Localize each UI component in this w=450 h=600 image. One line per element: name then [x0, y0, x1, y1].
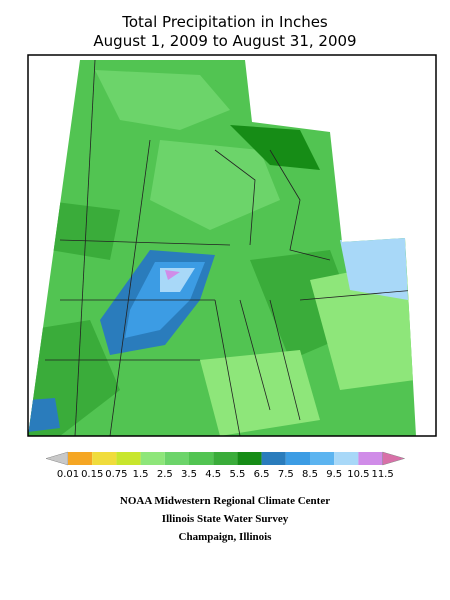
legend-label: 5.5	[229, 469, 245, 480]
legend-label: 6.5	[254, 469, 270, 480]
legend-label: 4.5	[205, 469, 221, 480]
legend-swatch	[92, 452, 117, 465]
legend-label: 9.5	[326, 469, 342, 480]
legend-swatch	[164, 452, 189, 465]
legend-label: 10.5	[347, 469, 369, 480]
legend-label: 0.75	[105, 469, 127, 480]
credit: Champaign, Illinois	[179, 531, 273, 543]
legend-swatch	[189, 452, 214, 465]
legend-below	[45, 451, 69, 466]
legend-label: 8.5	[302, 469, 318, 480]
title: Total Precipitation in Inches	[121, 13, 328, 31]
legend-above	[382, 451, 406, 466]
map-frame	[27, 54, 437, 437]
legend-swatch	[68, 452, 93, 465]
legend-label: 0.01	[57, 469, 79, 480]
legend-label: 3.5	[181, 469, 197, 480]
legend-swatch	[116, 452, 141, 465]
legend-swatch	[334, 452, 359, 465]
legend-swatch	[261, 452, 286, 465]
legend-label: 0.15	[81, 469, 103, 480]
credit: NOAA Midwestern Regional Climate Center	[120, 495, 330, 507]
legend-swatch	[213, 452, 238, 465]
legend: 0.01 0.15 0.75 1.5 2.5 3.5 4.5 5.5 6.5 7.5 8.5 9.5 1…	[45, 451, 406, 480]
legend-swatch	[358, 452, 383, 465]
legend-label: 1.5	[133, 469, 149, 480]
legend-label: 11.5	[371, 469, 393, 480]
legend-label: 2.5	[157, 469, 173, 480]
precip-field	[28, 60, 416, 436]
credit: Illinois State Water Survey	[162, 513, 289, 525]
legend-swatch	[237, 452, 262, 465]
legend-swatch	[140, 452, 165, 465]
legend-label: 7.5	[278, 469, 294, 480]
subtitle: August 1, 2009 to August 31, 2009	[93, 32, 356, 50]
legend-swatch	[310, 452, 335, 465]
legend-swatch	[285, 452, 310, 465]
